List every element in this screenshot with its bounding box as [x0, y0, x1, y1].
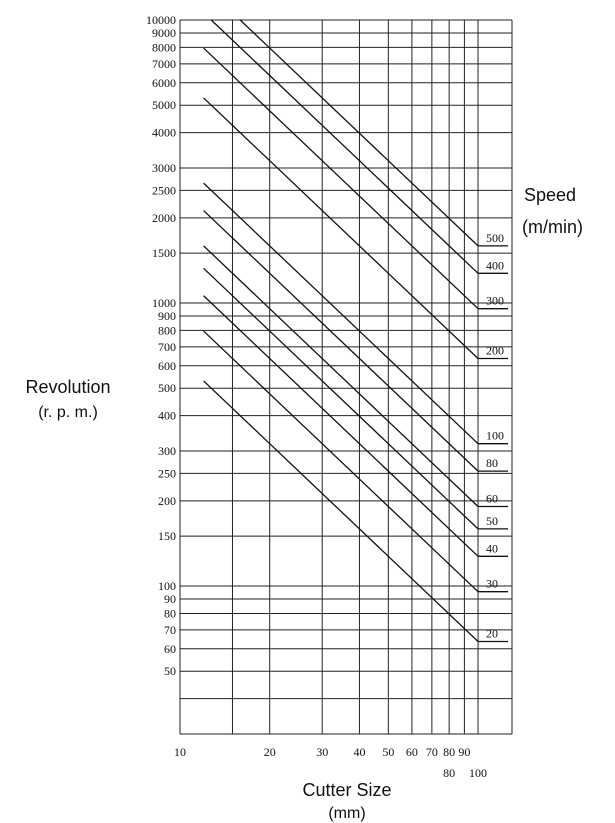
speed-label-400: 400 — [486, 258, 504, 272]
speed-axis-title: Speed — [524, 185, 576, 205]
y-tick-label: 7000 — [152, 57, 176, 71]
x-tick-label: 40 — [353, 745, 365, 759]
speed-line-80 — [203, 210, 479, 472]
y-tick-label: 500 — [158, 381, 176, 395]
x-tick-label: 100 — [469, 766, 487, 780]
x-tick-label: 90 — [458, 745, 470, 759]
y-tick-label: 50 — [164, 664, 176, 678]
y-tick-label: 2500 — [152, 183, 176, 197]
speed-label-300: 300 — [486, 294, 504, 308]
x-tick-label: 70 — [426, 745, 438, 759]
y-tick-label: 800 — [158, 323, 176, 337]
speed-label-60: 60 — [486, 491, 498, 505]
x-axis-unit: (mm) — [328, 805, 365, 822]
speed-label-30: 30 — [486, 577, 498, 591]
x-tick-label: 80 — [443, 745, 455, 759]
speed-label-50: 50 — [486, 514, 498, 528]
y-tick-label: 600 — [158, 359, 176, 373]
x-tick-label: 50 — [382, 745, 394, 759]
speed-line-500 — [239, 19, 479, 247]
y-tick-label: 8000 — [152, 40, 176, 54]
x-tick-label: 60 — [406, 745, 418, 759]
y-tick-label: 1500 — [152, 246, 176, 260]
y-tick-label: 5000 — [152, 98, 176, 112]
grid — [179, 19, 513, 735]
y-tick-label: 4000 — [152, 126, 176, 140]
x-axis-title: Cutter Size — [302, 780, 391, 800]
y-tick-label: 150 — [158, 529, 176, 543]
speed-line-30 — [203, 330, 479, 593]
x-tick-label: 10 — [174, 745, 186, 759]
y-tick-label: 1000 — [152, 296, 176, 310]
y-tick-label: 400 — [158, 409, 176, 423]
y-tick-label: 2000 — [152, 211, 176, 225]
x-tick-label: 80 — [443, 766, 455, 780]
speed-lines — [203, 19, 509, 643]
y-tick-label: 900 — [158, 309, 176, 323]
speed-label-20: 20 — [486, 627, 498, 641]
speed-line-50 — [203, 267, 479, 530]
speed-line-100 — [203, 182, 479, 445]
y-tick-label: 90 — [164, 592, 176, 606]
speed-line-200 — [203, 97, 479, 359]
speed-label-500: 500 — [486, 231, 504, 245]
y-tick-label: 300 — [158, 444, 176, 458]
y-tick-label: 3000 — [152, 161, 176, 175]
speed-axis-unit: (m/min) — [522, 217, 583, 237]
y-axis-title: Revolution — [25, 377, 110, 397]
y-tick-label: 100 — [158, 579, 176, 593]
speed-label-40: 40 — [486, 541, 498, 555]
y-tick-label: 10000 — [146, 13, 176, 27]
speed-line-400 — [210, 19, 479, 274]
y-axis-unit: (r. p. m.) — [38, 404, 98, 421]
speed-line-40 — [203, 295, 479, 557]
y-tick-label: 70 — [164, 623, 176, 637]
y-tick-label: 200 — [158, 494, 176, 508]
y-tick-label: 250 — [158, 466, 176, 480]
speed-line-20 — [203, 380, 479, 642]
x-tick-label: 30 — [316, 745, 328, 759]
y-tick-label: 60 — [164, 642, 176, 656]
speed-label-100: 100 — [486, 429, 504, 443]
y-tick-label: 9000 — [152, 26, 176, 40]
speed-label-80: 80 — [486, 456, 498, 470]
x-tick-label: 20 — [264, 745, 276, 759]
y-tick-label: 700 — [158, 340, 176, 354]
speed-label-200: 200 — [486, 344, 504, 358]
speed-line-300 — [203, 47, 479, 310]
y-tick-label: 6000 — [152, 76, 176, 90]
speed-line-60 — [203, 245, 479, 507]
y-tick-label: 80 — [164, 606, 176, 620]
